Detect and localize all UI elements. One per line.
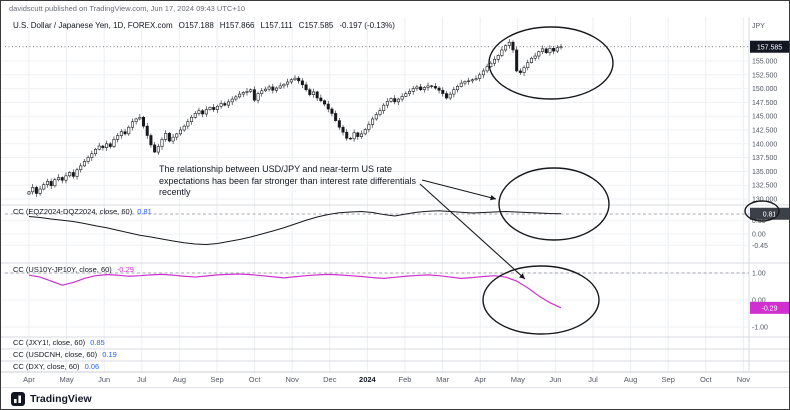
time-axis-label: Apr [474,375,486,384]
scale-label: 155.000 [752,59,777,66]
annotation-shapes[interactable] [419,26,780,335]
last-price-badge [750,40,789,53]
footer-bar: TradingView [1,387,789,409]
time-axis-label: Sep [210,375,223,384]
time-axis-label: Nov [737,375,751,384]
ohlc-close: C157.585 [298,21,334,30]
time-scale[interactable]: Apr May Jun Jul Aug Sep Oct Nov Dec 2024 Feb Mar Apr… [23,375,750,384]
scale-label: 132.500 [752,183,777,190]
annotation-ellipse[interactable] [498,167,610,241]
symbol-title: U.S. Dollar / Japanese Yen, 1D, FOREX.co… [13,21,173,30]
time-axis-label: 2024 [359,375,377,384]
annotation-arrow[interactable] [421,179,497,201]
scale-label: -0.45 [752,243,768,250]
time-axis-label: Aug [173,375,186,384]
corr-expectations-line[interactable] [28,210,562,245]
annotation-ellipse[interactable] [482,265,600,335]
scale-label: 137.500 [752,155,777,162]
time-axis-label: Mar [436,375,449,384]
annotation-ellipse[interactable] [744,200,780,222]
corr-differentials-line[interactable] [28,273,562,309]
scale-label: 130.000 [752,197,777,204]
pane-separators [1,17,789,373]
scale-label: 0.00 [752,232,766,239]
annotation-arrow[interactable] [419,183,526,280]
corr-differentials-badge [750,301,789,314]
annotation-text[interactable]: The relationship between USD/JPY and nea… [159,164,416,198]
time-axis-label: Aug [624,375,637,384]
corr-differentials-badge-text: -0.29 [762,305,778,312]
ohlc-change: -0.197 (-0.13%) [339,21,395,30]
indicator-label: CC (EQZ2024-DQZ2024, close, 60) [13,207,133,216]
indicator-label: CC (USDCNH, close, 60) [13,350,98,359]
scale-label: -1.00 [752,325,768,332]
tradingview-logo-icon[interactable] [11,391,25,406]
scale-badges: 157.585 0.81 -0.29 [750,40,789,314]
indicator-label: CC (JXY1!, close, 60) [13,338,86,347]
ohlc-open: O157.188 [178,21,214,30]
time-axis-label: Jun [549,375,561,384]
time-axis-label: Apr [23,375,35,384]
corr-expectations-badge-text: 0.81 [763,211,777,218]
time-axis-label: Jun [98,375,110,384]
dashed-level-lines [5,46,749,274]
scale-label: 145.000 [752,114,777,121]
ohlc-low: L157.111 [260,21,293,30]
collapsed-indicator-usdcnh[interactable]: CC (USDCNH, close, 60) 0.19 [13,350,117,359]
indicator-value: 0.81 [137,207,152,216]
indicator-label: CC (US10Y-JP10Y, close, 60) [13,265,112,274]
price-pane-legend[interactable]: U.S. Dollar / Japanese Yen, 1D, FOREX.co… [13,21,395,30]
publish-info: davidscutt published on TradingView.com,… [9,4,246,13]
time-axis-label: Dec [323,375,337,384]
scale-label: 135.000 [752,169,777,176]
collapsed-indicator-dxy[interactable]: CC (DXY, close, 60) 0.06 [13,362,99,371]
scale-label: 140.000 [752,141,777,148]
time-axis-label: Sep [662,375,675,384]
time-axis-label: Jul [588,375,598,384]
time-axis-label: Nov [286,375,300,384]
scale-label: 1.00 [752,271,766,278]
indicator-label: CC (DXY, close, 60) [13,362,80,371]
scale-label: JPY [752,23,765,30]
collapsed-indicator-jxy[interactable]: CC (JXY1!, close, 60) 0.85 [13,338,105,347]
time-axis-label: Jul [137,375,147,384]
corr-differentials-legend[interactable]: CC (US10Y-JP10Y, close, 60) -0.29 [13,265,134,274]
annotation-ellipse[interactable] [488,26,614,100]
last-price-badge-text: 157.585 [757,44,782,51]
candles[interactable] [27,39,563,197]
indicator-value: 0.06 [84,362,100,371]
tradingview-logo-text[interactable]: TradingView [30,392,92,405]
time-axis-label: Oct [700,375,713,384]
indicator-value: -0.29 [116,265,134,274]
time-axis-label: Oct [249,375,262,384]
scale-label: 152.500 [752,72,777,79]
time-axis-label: May [60,375,74,384]
corr-expectations-legend[interactable]: CC (EQZ2024-DQZ2024, close, 60) 0.81 [13,207,152,216]
scale-label: 147.500 [752,100,777,107]
scale-label: 142.500 [752,128,777,135]
indicator-value: 0.85 [90,338,105,347]
time-axis-label: Feb [399,375,412,384]
scale-label: 0.00 [752,298,766,305]
ohlc-high: H157.866 [219,21,255,30]
scale-label: 150.000 [752,86,777,93]
indicator-value: 0.19 [102,350,117,359]
time-axis-label: May [511,375,525,384]
price-scale[interactable]: JPY 155.000 152.500 150.000 147.500 145.000 14… [752,23,777,332]
